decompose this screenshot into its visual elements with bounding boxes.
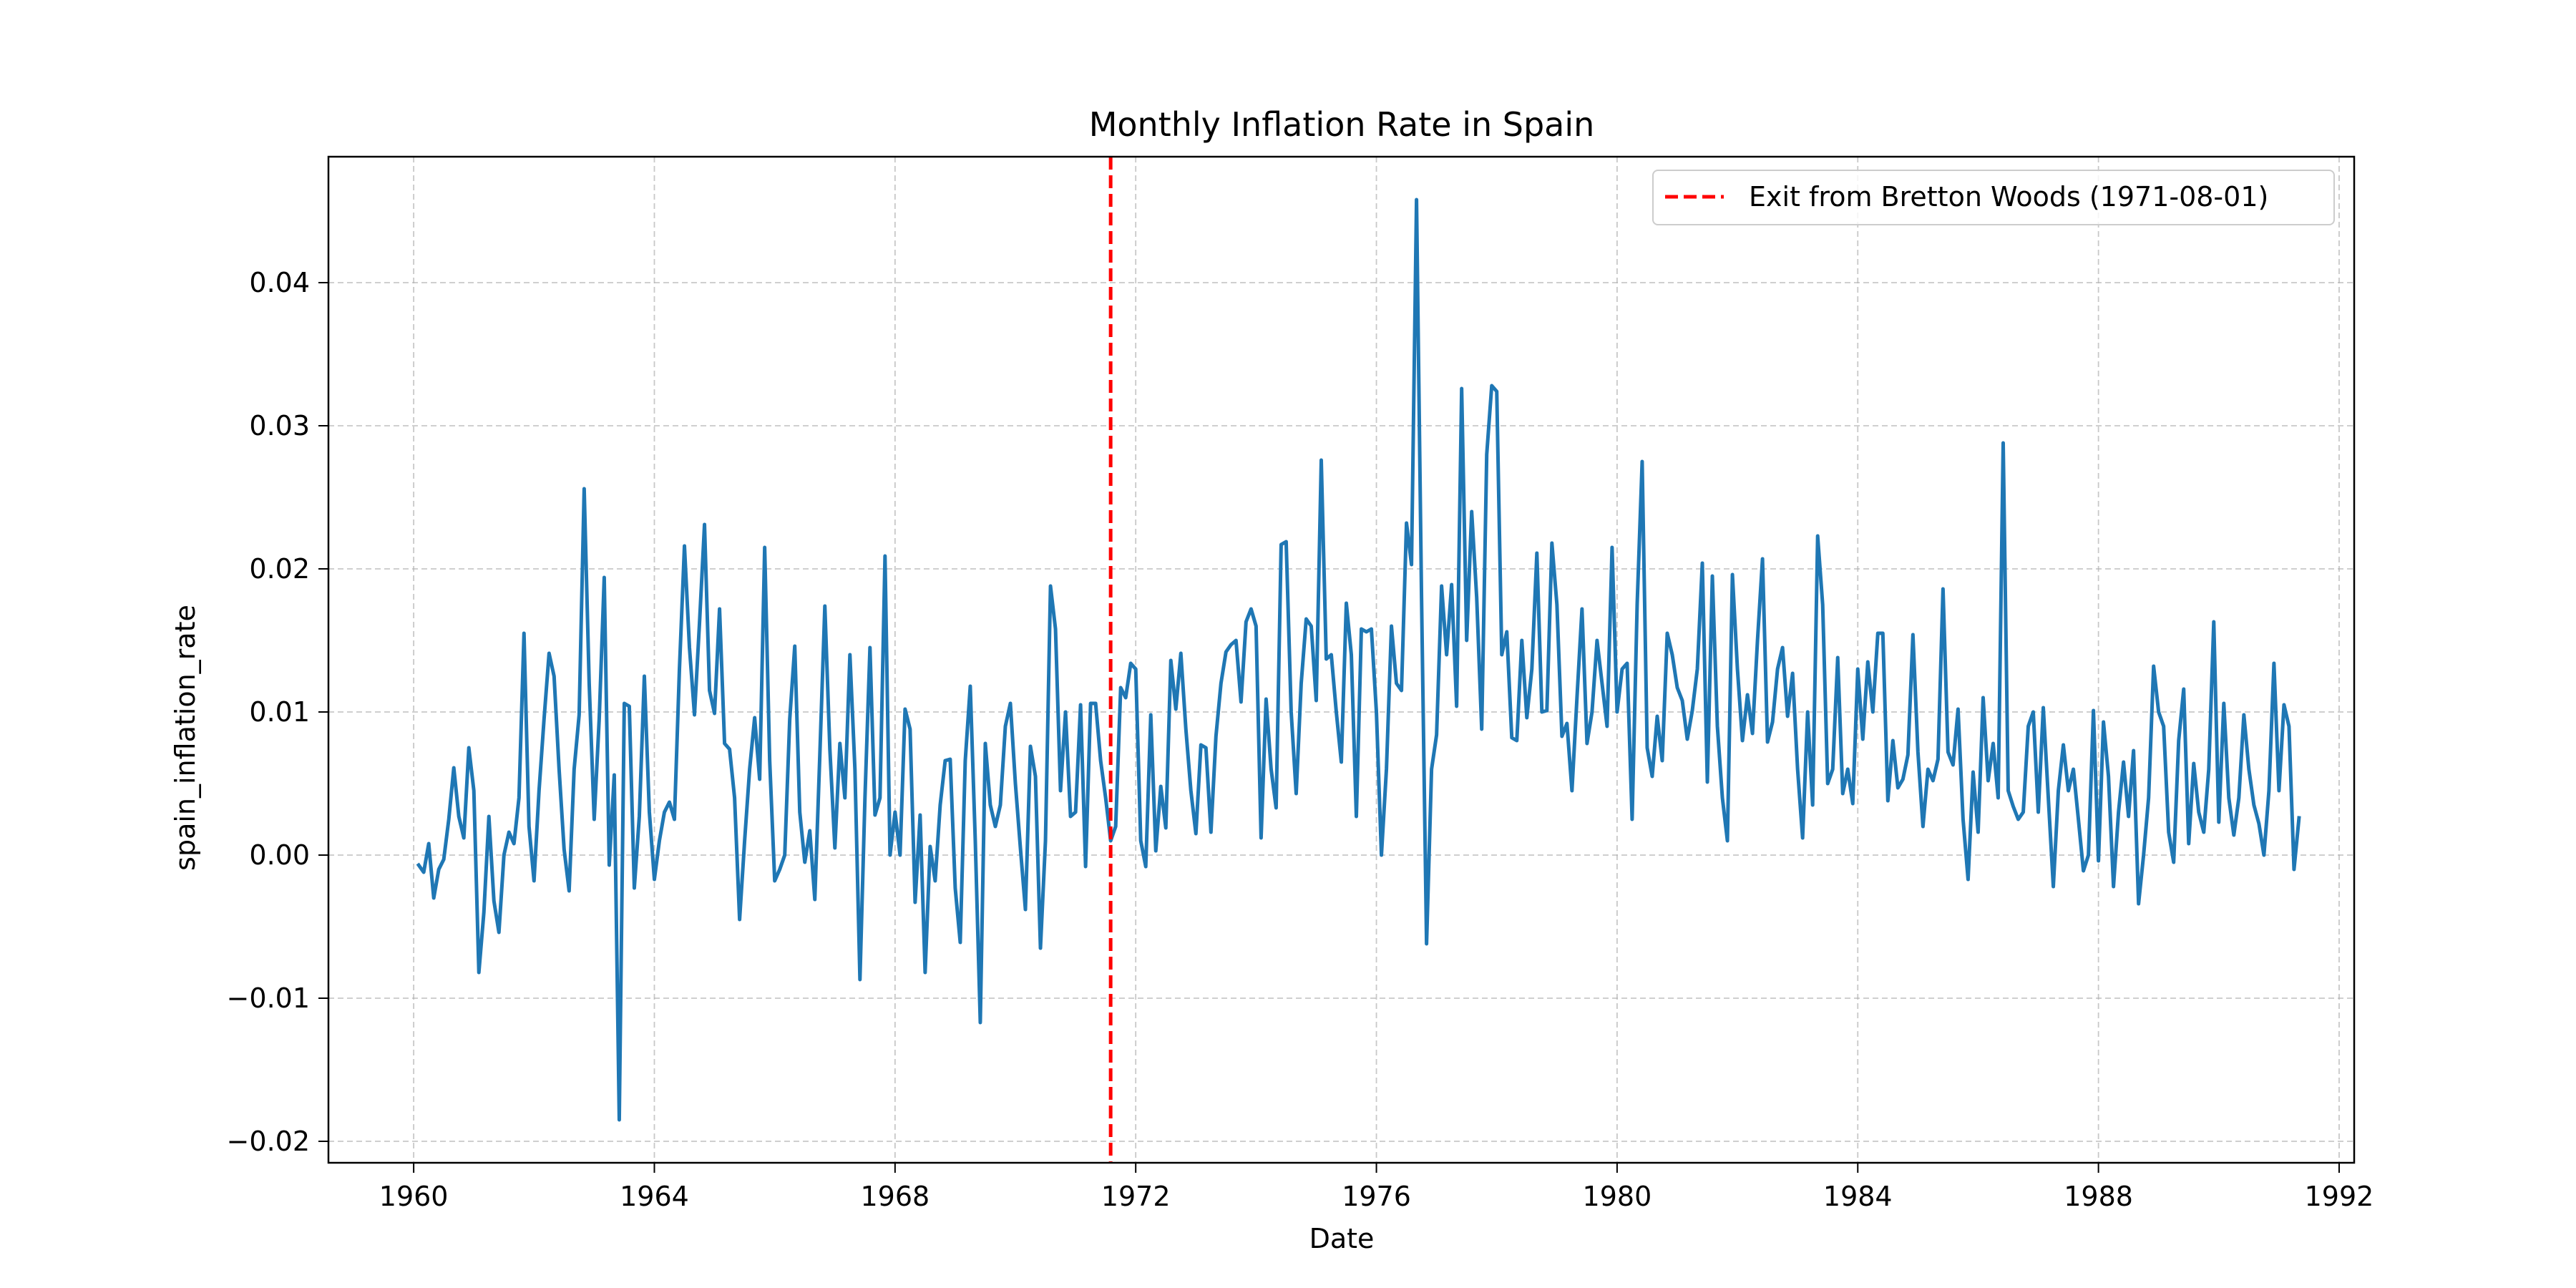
x-tick-label: 1976 [1342, 1181, 1411, 1212]
y-tick-label: 0.02 [249, 553, 310, 585]
legend: Exit from Bretton Woods (1971-08-01) [1652, 170, 2335, 225]
inflation-series-line [416, 197, 2301, 1122]
grid [328, 157, 2354, 1163]
x-tick-label: 1968 [860, 1181, 930, 1212]
x-tick-label: 1992 [2305, 1181, 2374, 1212]
x-tick-label: 1984 [1823, 1181, 1893, 1212]
y-tick-label: −0.01 [227, 982, 310, 1014]
x-tick-label: 1972 [1101, 1181, 1171, 1212]
y-tick-label: 0.03 [249, 410, 310, 441]
ticks: 1960 1964 1968 1972 1976 1980 1984 1988 1992 −0.0… [227, 267, 2374, 1212]
y-tick-label: 0.01 [249, 696, 310, 728]
y-tick-label: 0.00 [249, 839, 310, 871]
plot-area-frame [327, 155, 2356, 1164]
chart-title: Monthly Inflation Rate in Spain [1089, 105, 1595, 144]
series-layer [416, 197, 2301, 1122]
x-tick-label: 1960 [379, 1181, 449, 1212]
x-tick-label: 1964 [620, 1181, 689, 1212]
x-tick-label: 1988 [2064, 1181, 2133, 1212]
y-axis-title: spain_inflation_rate [170, 605, 201, 871]
legend-box [1652, 170, 2335, 225]
y-tick-label: 0.04 [249, 267, 310, 298]
legend-label-bretton-woods: Exit from Bretton Woods (1971-08-01) [1749, 181, 2268, 213]
x-axis-title: Date [1309, 1223, 1375, 1254]
x-tick-label: 1980 [1583, 1181, 1652, 1212]
y-tick-label: −0.02 [227, 1126, 310, 1157]
